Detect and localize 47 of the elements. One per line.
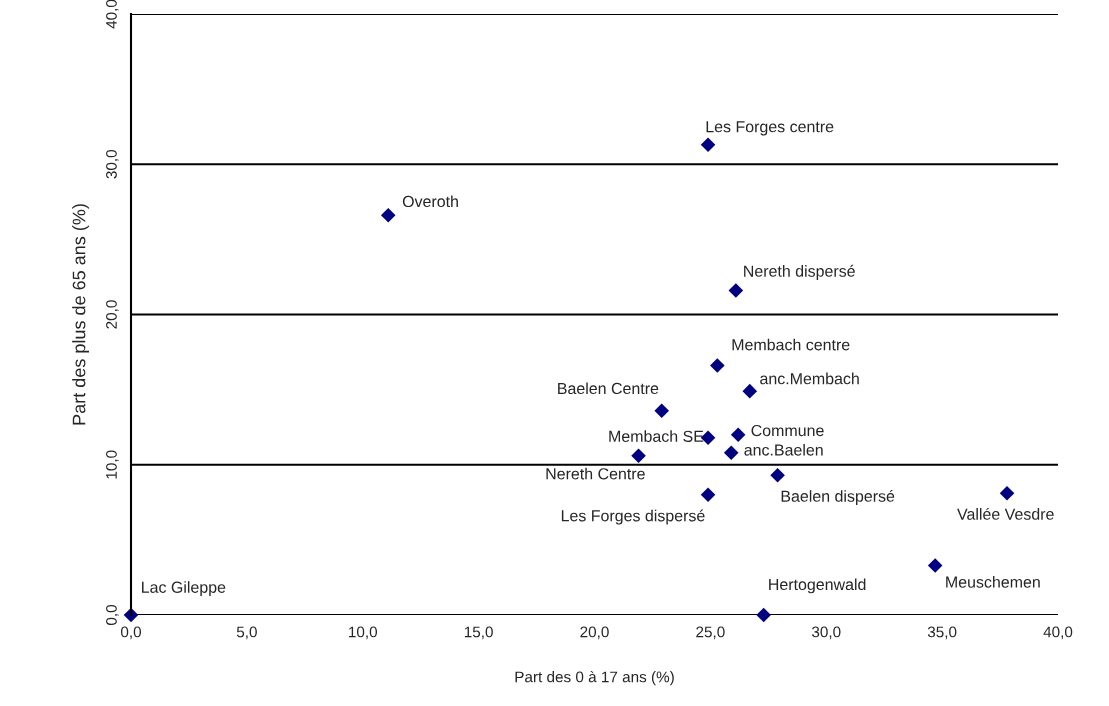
annotation: Membach centre <box>732 338 850 351</box>
x-tick-label: 0,0 <box>120 626 142 640</box>
annotation: Commune <box>751 424 824 437</box>
annotation: Baelen Centre <box>558 382 659 395</box>
annotation: Nereth dispersé <box>744 264 855 280</box>
x-tick-label: 15,0 <box>464 626 493 640</box>
point <box>770 467 785 483</box>
point <box>700 487 716 503</box>
x-tick-label: 30,0 <box>811 626 841 640</box>
x-tick-label: 10,0 <box>349 626 378 640</box>
point <box>710 358 725 373</box>
annotation: anc.Baelen <box>744 443 823 456</box>
annotation: Meuschemen <box>946 576 1040 588</box>
annotation: Vallée Vesdre <box>957 507 1054 520</box>
annotation: Hertogenwald <box>769 578 866 594</box>
x-tick-label: 5,0 <box>236 626 257 640</box>
point <box>723 445 739 461</box>
annotation: Nereth Centre <box>546 467 645 480</box>
annotation: Baelen dispersé <box>781 489 895 506</box>
annotation: anc.Membach <box>760 372 859 385</box>
y-tick-label: 40,0 <box>106 0 119 29</box>
point <box>730 427 746 442</box>
x-axis-title: Part des 0 à 17 ans (%) <box>515 670 674 686</box>
y-tick-label: 10,0 <box>106 450 119 479</box>
annotation: Les Forges centre <box>706 121 834 136</box>
point <box>123 607 139 623</box>
y-tick-label: 30,0 <box>106 149 119 179</box>
x-tick-label: 35,0 <box>927 626 957 640</box>
annotation: Overoth <box>402 195 458 208</box>
x-tick-label: 20,0 <box>580 626 609 640</box>
point <box>742 383 758 399</box>
annotation: Les Forges dispersé <box>561 509 705 525</box>
point <box>999 486 1015 501</box>
point <box>728 283 744 298</box>
x-tick-label: 25,0 <box>696 626 725 640</box>
annotation: Lac Gileppe <box>142 581 226 597</box>
point <box>380 208 396 223</box>
point <box>756 607 771 623</box>
y-tick-label: 20,0 <box>106 300 119 329</box>
point <box>654 403 669 418</box>
point <box>631 448 646 464</box>
y-axis-title: Part des plus de 65 ans (%) <box>72 204 89 425</box>
point <box>700 137 716 152</box>
point <box>927 558 943 573</box>
annotation: Membach SE <box>609 430 704 442</box>
y-tick-label: 0,0 <box>106 604 119 626</box>
x-tick-label: 40,0 <box>1043 626 1073 640</box>
